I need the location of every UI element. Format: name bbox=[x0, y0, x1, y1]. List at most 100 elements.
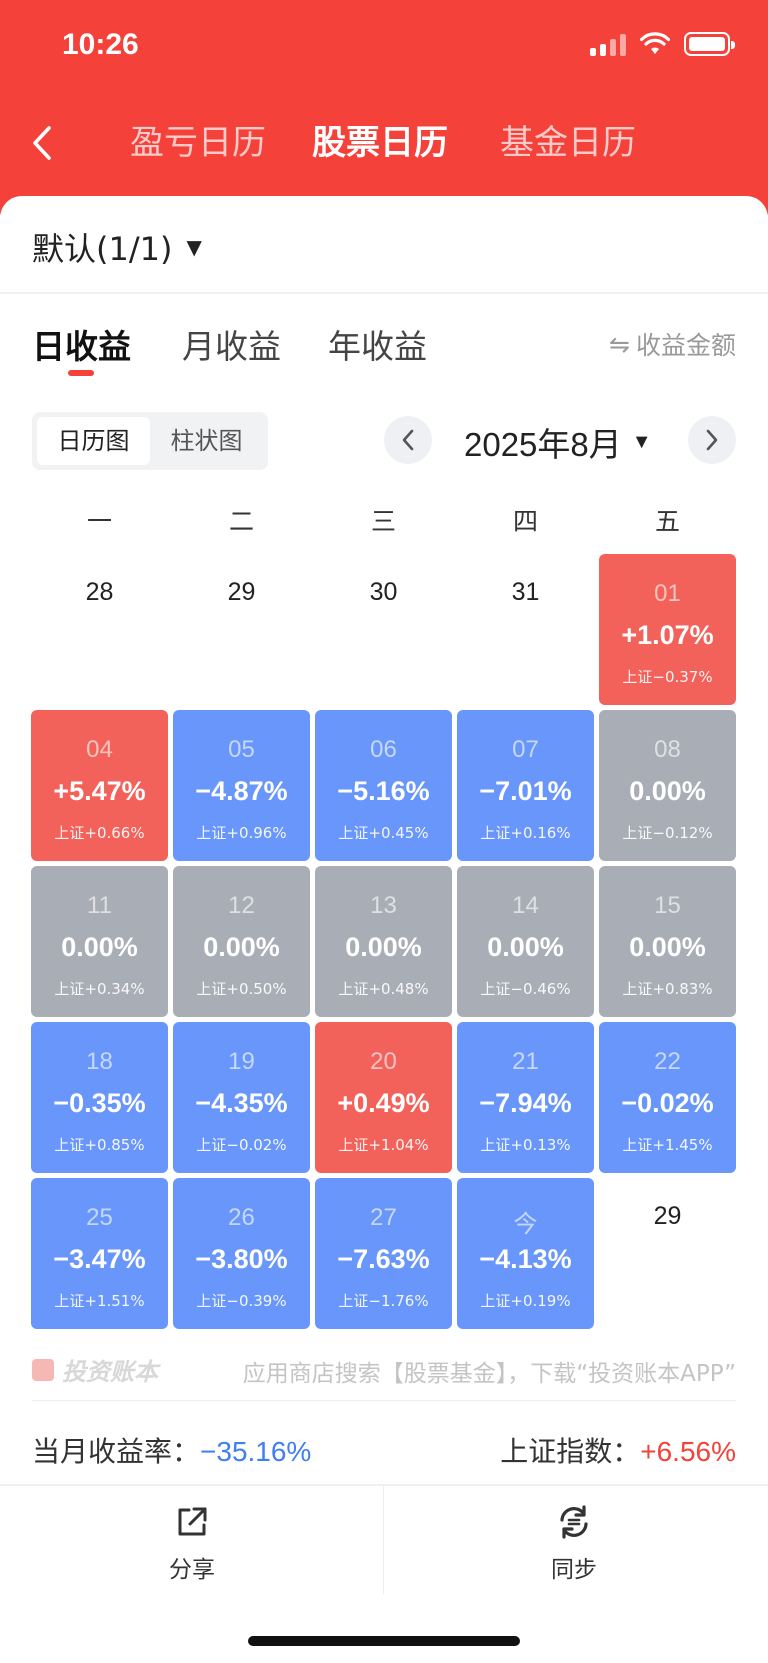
calendar-day-cell[interactable]: 05 −4.87% 上证+0.96% bbox=[173, 710, 310, 861]
next-month-button[interactable] bbox=[688, 416, 736, 464]
day-number: 05 bbox=[228, 736, 255, 763]
calendar-day-cell[interactable]: 13 0.00% 上证+0.48% bbox=[315, 866, 452, 1017]
calendar-day-cell[interactable]: 29 bbox=[173, 554, 310, 705]
app-header: 10:26 盈亏日历 股票日历 基金日历 bbox=[0, 0, 768, 215]
caret-down-icon: ▼ bbox=[631, 430, 652, 453]
index-change: 上证−0.02% bbox=[196, 1136, 287, 1154]
daily-return: −3.80% bbox=[195, 1244, 288, 1274]
share-icon bbox=[178, 1507, 207, 1536]
tab-yearly-return[interactable]: 年收益 bbox=[328, 327, 427, 366]
daily-return: +5.47% bbox=[53, 776, 146, 806]
calendar-day-cell[interactable]: 18 −0.35% 上证+0.85% bbox=[31, 1022, 168, 1173]
calendar-day-cell[interactable]: 今 −4.13% 上证+0.19% bbox=[457, 1178, 594, 1329]
daily-return: 0.00% bbox=[203, 932, 280, 962]
day-number: 15 bbox=[654, 892, 681, 919]
daily-return: −4.13% bbox=[479, 1244, 572, 1274]
index-change: 上证+1.51% bbox=[54, 1292, 145, 1310]
daily-return: −4.87% bbox=[195, 776, 288, 806]
share-button[interactable]: 分享 bbox=[92, 1504, 292, 1584]
index-change: 上证+0.50% bbox=[196, 980, 287, 998]
calendar-day-cell[interactable]: 04 +5.47% 上证+0.66% bbox=[31, 710, 168, 861]
chevron-right-icon bbox=[706, 429, 718, 451]
calendar-day-cell[interactable]: 27 −7.63% 上证−1.76% bbox=[315, 1178, 452, 1329]
day-number: 22 bbox=[654, 1048, 681, 1075]
calendar-day-cell[interactable]: 25 −3.47% 上证+1.51% bbox=[31, 1178, 168, 1329]
day-number: 12 bbox=[228, 892, 255, 919]
tab-stock-calendar[interactable]: 股票日历 bbox=[312, 123, 448, 163]
calendar-day-cell[interactable]: 21 −7.94% 上证+0.13% bbox=[457, 1022, 594, 1173]
back-button[interactable] bbox=[22, 118, 62, 168]
amount-toggle-label: 收益金额 bbox=[635, 331, 736, 360]
calendar-day-cell[interactable]: 06 −5.16% 上证+0.45% bbox=[315, 710, 452, 861]
calendar-day-cell[interactable]: 15 0.00% 上证+0.83% bbox=[599, 866, 736, 1017]
brand-watermark: 投资账本 bbox=[32, 1352, 158, 1387]
tab-profit-calendar[interactable]: 盈亏日历 bbox=[130, 123, 266, 163]
month-selector[interactable]: 2025年8月 ▼ bbox=[464, 418, 652, 466]
index-change: 上证+0.85% bbox=[54, 1136, 145, 1154]
day-number: 19 bbox=[228, 1048, 255, 1075]
calendar-view-option[interactable]: 日历图 bbox=[37, 417, 150, 465]
day-number: 28 bbox=[85, 578, 114, 606]
calendar-day-cell[interactable]: 01 +1.07% 上证−0.37% bbox=[599, 554, 736, 705]
calendar-day-cell[interactable]: 14 0.00% 上证−0.46% bbox=[457, 866, 594, 1017]
calendar-day-cell[interactable]: 28 bbox=[31, 554, 168, 705]
divider bbox=[32, 1400, 736, 1401]
weekday-fri: 五 bbox=[654, 507, 680, 536]
day-number: 04 bbox=[86, 736, 113, 763]
day-number: 27 bbox=[370, 1204, 397, 1231]
view-switch: 日历图 柱状图 bbox=[32, 412, 268, 470]
index-change: 上证+1.45% bbox=[622, 1136, 713, 1154]
day-number: 11 bbox=[87, 892, 112, 919]
calendar-day-cell[interactable]: 19 −4.35% 上证−0.02% bbox=[173, 1022, 310, 1173]
day-number: 今 bbox=[513, 1211, 538, 1238]
weekday-tue: 二 bbox=[228, 507, 254, 536]
chevron-left-icon bbox=[33, 126, 51, 160]
sync-label: 同步 bbox=[551, 1557, 597, 1583]
bar-chart-view-option[interactable]: 柱状图 bbox=[170, 427, 243, 455]
day-number: 20 bbox=[370, 1048, 397, 1075]
divider bbox=[0, 1484, 768, 1486]
month-return-value: −35.16% bbox=[200, 1436, 312, 1467]
day-number: 14 bbox=[512, 892, 539, 919]
daily-return: −3.47% bbox=[53, 1244, 146, 1274]
calendar-day-cell[interactable]: 08 0.00% 上证−0.12% bbox=[599, 710, 736, 861]
calendar-day-cell[interactable]: 30 bbox=[315, 554, 452, 705]
daily-return: 0.00% bbox=[345, 932, 422, 962]
amount-toggle[interactable]: ⇋ 收益金额 bbox=[609, 326, 736, 362]
prev-month-button[interactable] bbox=[384, 416, 432, 464]
status-icons bbox=[590, 32, 735, 56]
calendar-day-cell[interactable]: 07 −7.01% 上证+0.16% bbox=[457, 710, 594, 861]
daily-return: −7.94% bbox=[479, 1088, 572, 1118]
tab-monthly-return[interactable]: 月收益 bbox=[182, 327, 281, 366]
daily-return: 0.00% bbox=[61, 932, 138, 962]
calendar-day-cell[interactable]: 29 bbox=[599, 1178, 736, 1329]
wifi-icon bbox=[640, 32, 670, 54]
calendar-day-cell[interactable]: 31 bbox=[457, 554, 594, 705]
calendar-day-cell[interactable]: 20 +0.49% 上证+1.04% bbox=[315, 1022, 452, 1173]
index-summary: 上证指数：+6.56% bbox=[500, 1430, 736, 1470]
tab-daily-return[interactable]: 日收益 bbox=[32, 327, 131, 366]
day-number: 13 bbox=[370, 892, 397, 919]
index-change: 上证+1.04% bbox=[338, 1136, 429, 1154]
index-change: 上证−0.37% bbox=[622, 668, 713, 686]
group-selector[interactable]: 默认(1/1) ▼ bbox=[32, 224, 202, 270]
calendar-day-cell[interactable]: 22 −0.02% 上证+1.45% bbox=[599, 1022, 736, 1173]
calendar-day-cell[interactable]: 12 0.00% 上证+0.50% bbox=[173, 866, 310, 1017]
month-return-label: 当月收益率： bbox=[32, 1435, 201, 1468]
daily-return: 0.00% bbox=[629, 776, 706, 806]
index-change: 上证+0.66% bbox=[54, 824, 145, 842]
daily-return: −5.16% bbox=[337, 776, 430, 806]
sync-button[interactable]: 同步 bbox=[474, 1504, 674, 1584]
day-number: 29 bbox=[653, 1202, 682, 1230]
active-tab-indicator bbox=[68, 370, 94, 376]
calendar-day-cell[interactable]: 11 0.00% 上证+0.34% bbox=[31, 866, 168, 1017]
day-number: 07 bbox=[512, 736, 539, 763]
day-number: 30 bbox=[369, 578, 398, 606]
daily-return: 0.00% bbox=[487, 932, 564, 962]
tab-fund-calendar[interactable]: 基金日历 bbox=[500, 123, 636, 163]
index-change: 上证−0.46% bbox=[480, 980, 571, 998]
index-value: +6.56% bbox=[640, 1436, 736, 1467]
calendar-day-cell[interactable]: 26 −3.80% 上证−0.39% bbox=[173, 1178, 310, 1329]
weekday-wed: 三 bbox=[370, 507, 396, 536]
caret-down-icon: ▼ bbox=[186, 235, 202, 259]
